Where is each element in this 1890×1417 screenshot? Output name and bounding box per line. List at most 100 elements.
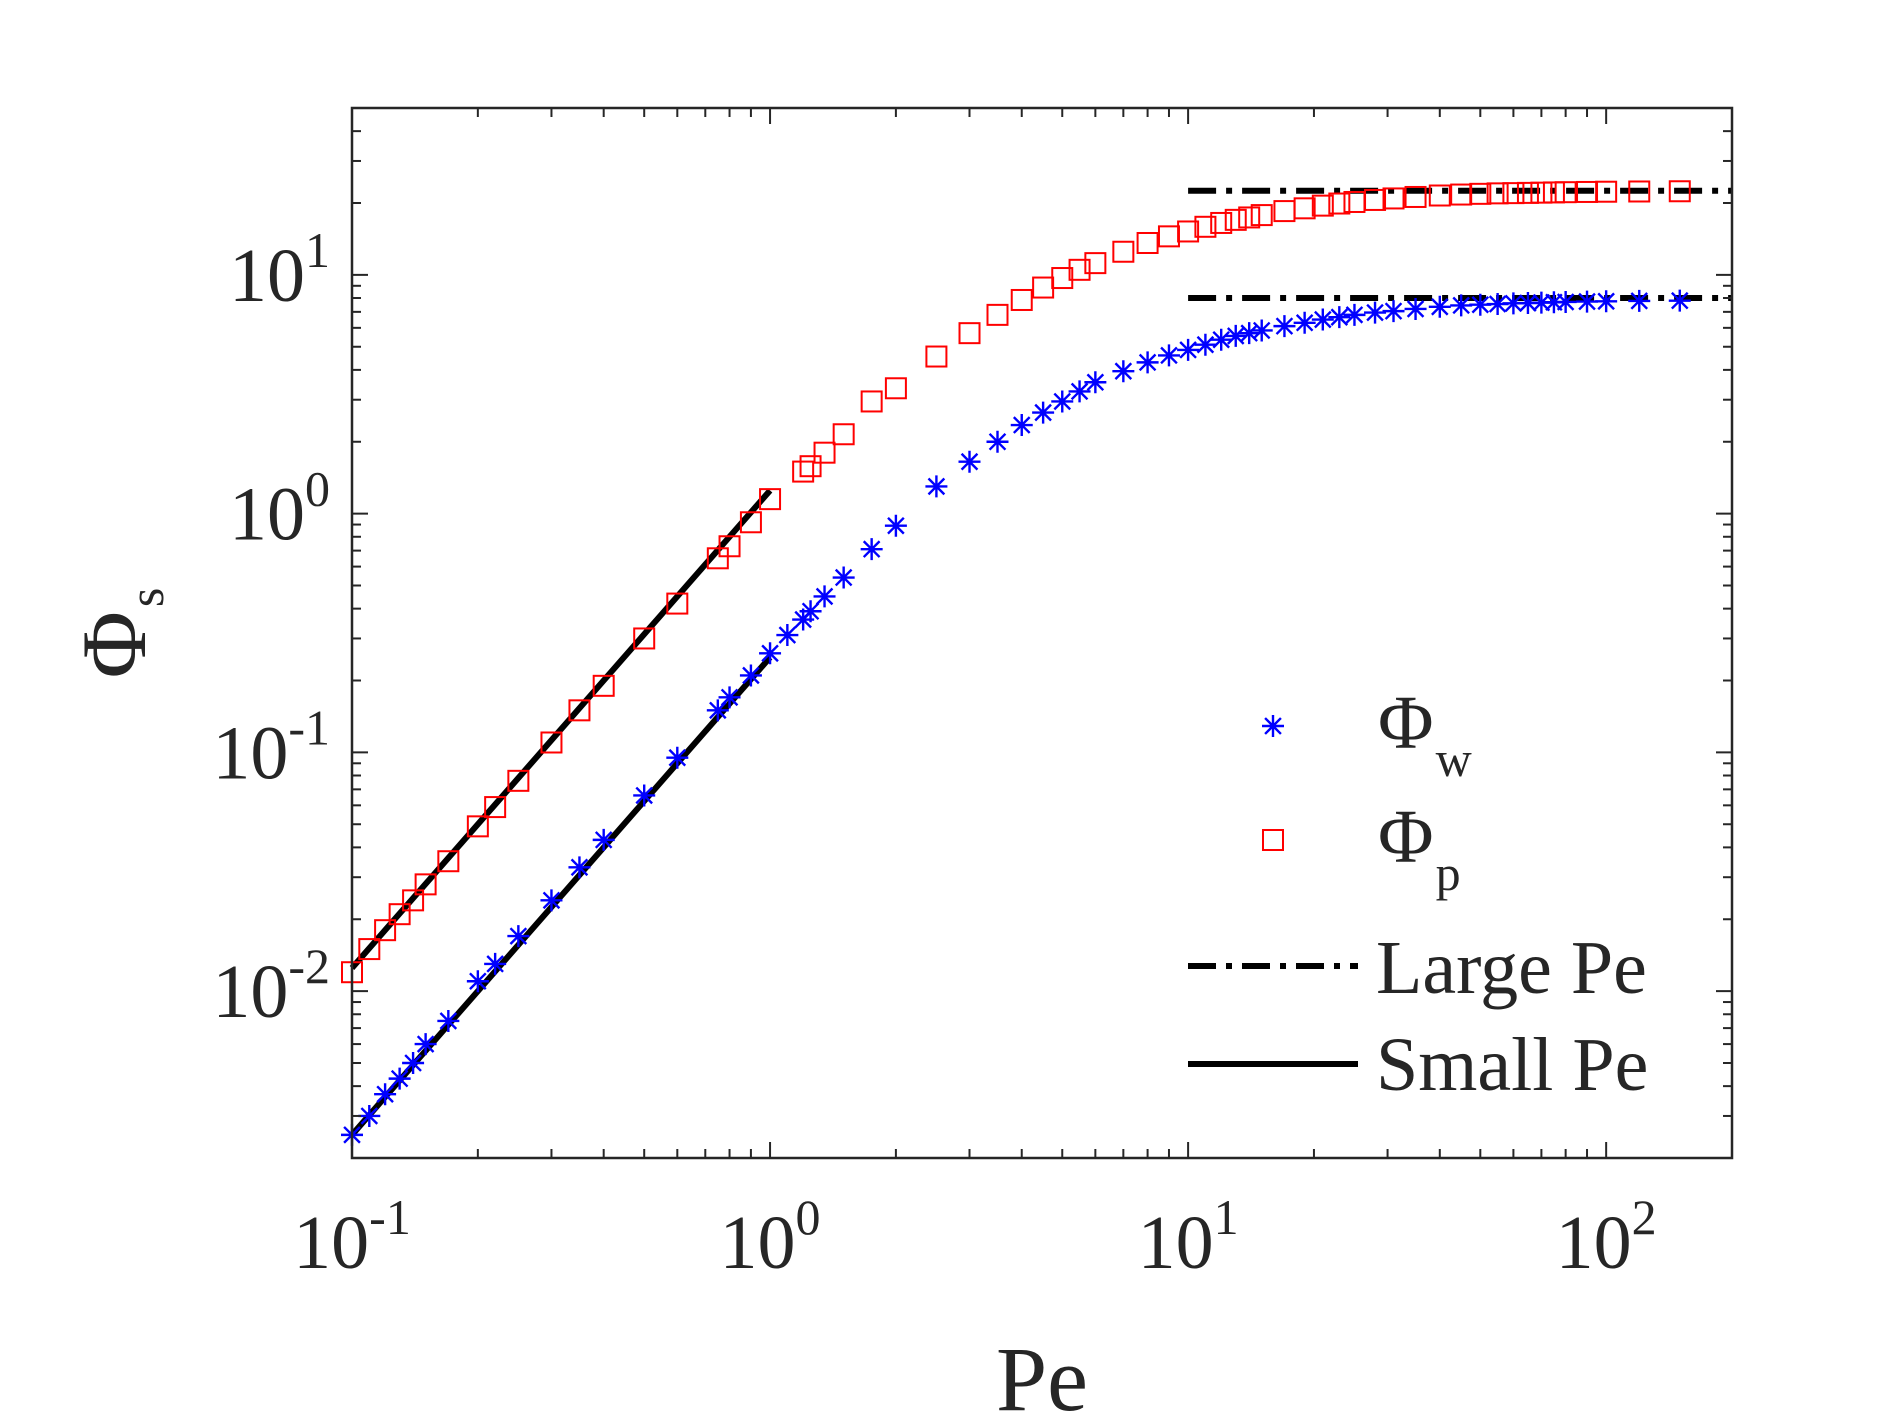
data-point-phi-p <box>1238 206 1261 229</box>
data-point-phi-p <box>1250 204 1273 227</box>
data-point-phi-w <box>1250 319 1273 342</box>
data-point-phi-w <box>1328 306 1351 329</box>
data-point-phi-w <box>776 624 799 647</box>
data-point-phi-w <box>706 699 729 722</box>
data-point-phi-p <box>568 699 591 722</box>
data-point-phi-w <box>1428 295 1451 318</box>
svg-text:Φw: Φw <box>1378 681 1472 787</box>
data-point-phi-w <box>633 784 656 807</box>
data-point-phi-w <box>1668 289 1691 312</box>
data-point-phi-w <box>568 856 591 879</box>
data-point-phi-w <box>1224 324 1247 347</box>
data-point-phi-p <box>1194 215 1217 238</box>
data-point-phi-p <box>860 390 883 413</box>
data-point-phi-w <box>1112 360 1135 383</box>
data-point-phi-p <box>1364 188 1387 211</box>
data-point-phi-w <box>718 686 741 709</box>
y-tick-label-exp: -2 <box>288 938 330 994</box>
axis-ticks <box>351 107 1733 1159</box>
data-point-phi-p <box>592 674 615 697</box>
data-point-phi-p <box>633 627 656 650</box>
data-point-phi-p <box>832 423 855 446</box>
x-tick-label-exp: 1 <box>1214 1189 1239 1245</box>
data-point-phi-w <box>1032 401 1055 424</box>
legend-entry-small-pe: Small Pe <box>1188 1023 1648 1107</box>
legend-label-phi-p-base: Φ <box>1378 795 1434 879</box>
y-axis-label-base: Φ <box>63 611 165 678</box>
data-point-phi-w <box>388 1067 411 1090</box>
data-point-phi-p <box>1628 180 1651 203</box>
data-point-phi-w <box>1542 291 1565 314</box>
x-tick-label-base: 10 <box>293 1201 369 1285</box>
data-point-phi-p <box>1311 194 1334 217</box>
data-point-phi-w <box>540 889 563 912</box>
data-point-phi-w <box>484 952 507 975</box>
data-point-phi-p <box>374 919 397 942</box>
data-point-phi-p <box>1051 267 1074 290</box>
data-point-phi-p <box>884 377 907 400</box>
data-point-phi-p <box>358 938 381 961</box>
data-point-phi-p <box>1530 181 1553 204</box>
legend-label-large-pe: Large Pe <box>1376 926 1647 1010</box>
legend-label-phi-w-base: Φ <box>1378 681 1434 765</box>
data-point-phi-p <box>958 322 981 345</box>
data-point-phi-p <box>1469 182 1492 205</box>
data-point-phi-p <box>1293 197 1316 220</box>
data-point-phi-w <box>1628 289 1651 312</box>
y-tick-label: 10-2 <box>212 938 330 1034</box>
data-point-phi-w <box>1554 290 1577 313</box>
legend-asterisk-icon <box>1262 715 1284 737</box>
data-point-phi-p <box>1554 181 1577 204</box>
y-tick-label-exp: 1 <box>305 222 330 278</box>
data-point-phi-p <box>1382 187 1405 210</box>
data-point-phi-p <box>1542 181 1565 204</box>
data-point-phi-w <box>374 1083 397 1106</box>
data-point-phi-w <box>925 475 948 498</box>
legend-marker-phi-w <box>1262 715 1284 737</box>
data-point-phi-w <box>1364 301 1387 324</box>
svg-text:Φs: Φs <box>63 588 174 679</box>
x-tick-label: 100 <box>720 1189 821 1285</box>
data-point-phi-w <box>958 450 981 473</box>
data-point-phi-w <box>1293 311 1316 334</box>
data-point-phi-p <box>1404 185 1427 208</box>
x-tick-label-exp: 0 <box>796 1189 821 1245</box>
data-point-phi-w <box>1194 333 1217 356</box>
x-tick-label-base: 10 <box>720 1201 796 1285</box>
data-point-phi-p <box>739 511 762 534</box>
data-point-phi-p <box>813 441 836 464</box>
legend-square-icon <box>1262 829 1284 851</box>
data-point-phi-w <box>1502 292 1525 315</box>
data-point-phi-w <box>1343 303 1366 326</box>
y-tick-label: 10-1 <box>212 699 330 795</box>
data-point-phi-w <box>1273 315 1296 338</box>
x-tick-label: 101 <box>1138 1189 1239 1285</box>
data-point-phi-p <box>402 889 425 912</box>
series-phi-p <box>341 180 1691 984</box>
data-point-phi-w <box>437 1009 460 1032</box>
data-point-phi-w <box>1238 322 1261 345</box>
data-point-phi-p <box>1328 192 1351 215</box>
data-point-phi-w <box>507 925 530 948</box>
legend: Φw Φp Large Pe Small Pe <box>1188 681 1648 1107</box>
data-series <box>341 180 1691 1146</box>
data-point-phi-w <box>986 430 1009 453</box>
data-point-phi-w <box>1010 414 1033 437</box>
data-point-phi-p <box>1224 208 1247 231</box>
legend-entry-phi-w: Φw <box>1262 681 1472 787</box>
data-point-phi-w <box>813 585 836 608</box>
y-tick-label-base: 10 <box>229 234 305 318</box>
data-point-phi-w <box>1157 344 1180 367</box>
data-point-phi-w <box>1382 300 1405 323</box>
legend-label-phi-w-sub: w <box>1436 731 1472 787</box>
x-tick-label: 102 <box>1556 1189 1657 1285</box>
data-point-phi-w <box>1450 294 1473 317</box>
y-tick-label: 101 <box>229 222 330 318</box>
data-point-phi-w <box>1516 292 1539 315</box>
data-point-phi-p <box>1516 181 1539 204</box>
x-tick-label-exp: 2 <box>1632 1189 1657 1245</box>
data-point-phi-w <box>1404 297 1427 320</box>
data-point-phi-w <box>1576 290 1599 313</box>
data-point-phi-p <box>1177 220 1200 243</box>
data-point-phi-w <box>884 514 907 537</box>
